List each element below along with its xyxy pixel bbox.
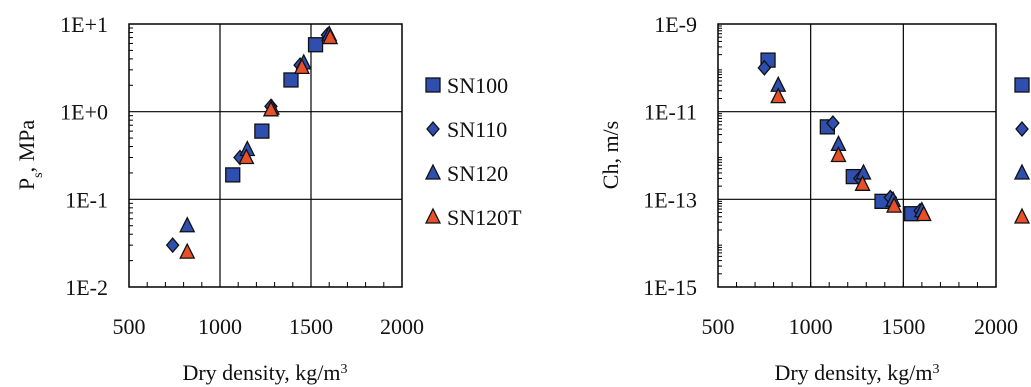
legend-marker-sn100 <box>425 77 441 93</box>
x-axis-title-left: Dry density, kg/m3 <box>182 360 347 385</box>
data-point-sn120t <box>770 87 787 104</box>
plot-frame-right <box>717 23 997 288</box>
data-point-sn100 <box>283 72 299 88</box>
x-tick-label: 2000 <box>974 314 1018 339</box>
y-tick-label: 1E-11 <box>644 100 697 125</box>
legend-label-sn120t: SN120T <box>447 205 522 230</box>
legend-label-sn120: SN120 <box>447 161 508 186</box>
y-tick-label: 1E-9 <box>654 12 697 37</box>
y-tick-label: 1E-13 <box>643 187 697 212</box>
data-point-sn120t <box>293 57 310 75</box>
chart-ps-vs-dry-density: 500 1000 1500 2000 1E-2 1E-1 1E+0 1E+1 Dry den… <box>14 12 522 385</box>
data-point-sn120t <box>830 146 847 163</box>
data-point-sn120t <box>854 174 871 191</box>
legend-left: SN100 SN110 SN120 SN120T <box>424 73 522 230</box>
legend-marker-sn110 <box>426 121 440 137</box>
x-tick-label: 1500 <box>881 314 925 339</box>
y-tick-label: 1E+0 <box>60 100 108 125</box>
data-point-sn100 <box>254 123 270 139</box>
data-point-sn120 <box>179 216 196 233</box>
data-point-sn110 <box>165 237 180 254</box>
y-axis-title-left: Ps, MPa <box>14 120 46 191</box>
data-point-sn120t <box>915 205 932 222</box>
x-tick-label: 1000 <box>789 314 833 339</box>
legend-label-sn110: SN110 <box>447 117 507 142</box>
legend-marker-sn100 <box>1014 77 1030 93</box>
data-point-sn100 <box>225 167 241 183</box>
legend-marker-sn120 <box>424 163 442 180</box>
data-point-sn120t <box>322 28 339 45</box>
legend-marker-sn120t <box>1013 207 1031 224</box>
y-axis-title-right: Ch, m/s <box>598 121 623 189</box>
data-point-sn120t <box>238 148 255 165</box>
chart-ch-vs-dry-density: 500 1000 1500 2000 1E-15 1E-13 1E-11 1E-9 Dry … <box>598 12 1031 385</box>
x-tick-label: 1500 <box>289 314 333 339</box>
legend-marker-sn120t <box>424 207 442 224</box>
y-tick-label: 1E-1 <box>65 187 108 212</box>
plot-frame-left <box>128 23 403 288</box>
x-tick-label: 2000 <box>380 314 424 339</box>
legend-marker-sn120 <box>1013 163 1031 180</box>
y-tick-label: 1E+1 <box>60 12 108 37</box>
x-tick-label: 1000 <box>198 314 242 339</box>
data-point-sn120t <box>179 242 196 259</box>
x-axis-title-right: Dry density, kg/m3 <box>774 360 939 385</box>
x-tick-label: 500 <box>113 314 146 339</box>
data-point-sn120t <box>886 196 903 213</box>
legend-label-sn100: SN100 <box>447 73 508 98</box>
y-tick-label: 1E-15 <box>643 275 697 300</box>
data-point-sn120t <box>262 100 280 117</box>
data-point-sn100 <box>307 37 324 53</box>
legend-marker-sn110 <box>1015 121 1029 137</box>
data-point-sn110 <box>757 59 772 76</box>
x-tick-label: 500 <box>702 314 735 339</box>
data-point-sn110 <box>826 115 840 132</box>
y-tick-label: 1E-2 <box>65 275 108 300</box>
